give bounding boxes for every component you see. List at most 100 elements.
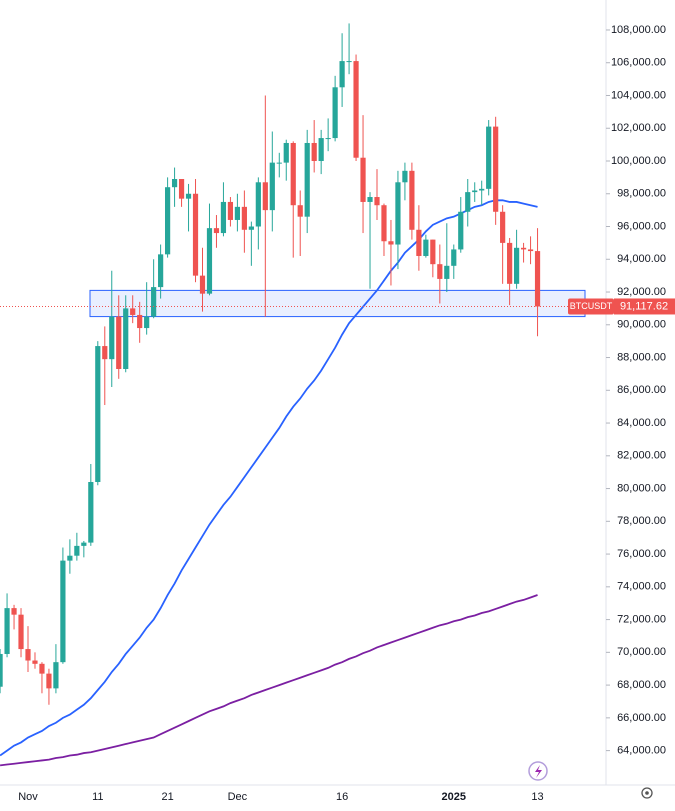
candle-body <box>451 249 457 266</box>
y-tick-label: 64,000.00 <box>617 745 666 757</box>
candle-body <box>534 251 541 307</box>
candle-body <box>18 614 24 650</box>
candle-body <box>74 545 80 556</box>
settings-icon[interactable] <box>641 787 653 799</box>
candle-body <box>500 211 506 243</box>
candle-body <box>297 205 303 217</box>
candle-body <box>4 608 10 654</box>
candle-body <box>346 61 352 63</box>
candle-body <box>520 247 527 250</box>
candle-body <box>479 188 485 191</box>
candle-body <box>102 346 108 360</box>
candle-body <box>458 211 464 250</box>
y-tick-label: 80,000.00 <box>617 482 666 494</box>
y-tick-label: 88,000.00 <box>617 351 666 363</box>
x-tick-label: 11 <box>92 791 103 803</box>
candle-body <box>318 138 324 161</box>
candle-body <box>388 241 394 245</box>
candle-body <box>416 229 422 256</box>
y-tick-label: 68,000.00 <box>617 679 666 691</box>
candle-body <box>0 653 3 687</box>
candle-body <box>165 187 171 255</box>
y-tick-label: 106,000.00 <box>611 57 666 69</box>
y-tick-label: 82,000.00 <box>617 450 666 462</box>
candle-body <box>486 126 492 189</box>
last-price-label: 91,117.62 <box>620 300 668 312</box>
candle-body <box>507 242 513 284</box>
candle-body <box>46 673 52 689</box>
y-tick-label: 92,000.00 <box>617 286 666 298</box>
symbol-tag <box>568 298 614 315</box>
x-tick-label: 16 <box>336 791 348 803</box>
candle-body <box>95 346 101 483</box>
y-tick-label: 108,000.00 <box>611 24 666 36</box>
moving-average-line <box>0 199 538 757</box>
x-tick-label: 13 <box>531 791 543 803</box>
y-tick-label: 98,000.00 <box>617 188 666 200</box>
candle-body <box>402 170 408 183</box>
x-tick-label: 21 <box>161 791 173 803</box>
candle-body <box>444 265 450 279</box>
y-tick-label: 72,000.00 <box>617 613 666 625</box>
candle-body <box>311 142 317 161</box>
candle-body <box>409 170 415 230</box>
candle-body <box>283 142 289 163</box>
candle-body <box>67 555 73 561</box>
candle-body <box>116 316 122 369</box>
candle-body <box>269 162 275 211</box>
candle-body <box>395 182 401 245</box>
candle-body <box>53 662 59 689</box>
candle-body <box>11 608 17 615</box>
candle-body <box>304 142 310 217</box>
candle-body <box>465 192 471 212</box>
candle-body <box>234 206 240 220</box>
candle-body <box>262 182 268 211</box>
symbol-label: BTCUSDT <box>570 301 613 311</box>
moving-average-line <box>0 594 538 767</box>
y-tick-label: 76,000.00 <box>617 548 666 560</box>
candle-body <box>171 179 178 188</box>
y-tick-label: 70,000.00 <box>617 646 666 658</box>
candle-body <box>123 308 129 369</box>
candle-body <box>206 228 213 294</box>
candle-body <box>39 663 45 674</box>
candle-body <box>423 239 429 256</box>
candle-body <box>60 560 66 663</box>
y-tick-label: 102,000.00 <box>611 122 666 134</box>
candle-body <box>276 162 282 164</box>
candle-body <box>158 254 164 288</box>
x-tick-label: 2025 <box>442 791 466 803</box>
y-tick-label: 90,000.00 <box>617 319 666 331</box>
replay-icon[interactable] <box>528 761 548 781</box>
x-tick-label: Nov <box>18 791 38 803</box>
y-tick-label: 84,000.00 <box>617 417 666 429</box>
candle-body <box>493 126 499 212</box>
y-tick-label: 94,000.00 <box>617 253 666 265</box>
candle-body <box>514 247 520 284</box>
candle-body <box>367 197 373 202</box>
x-tick-label: Dec <box>228 791 248 803</box>
candle-body <box>137 314 143 329</box>
y-tick-label: 78,000.00 <box>617 515 666 527</box>
candle-body <box>437 264 443 279</box>
candle-body <box>178 179 185 199</box>
y-tick-label: 86,000.00 <box>617 384 666 396</box>
candle-body <box>290 142 296 206</box>
y-tick-label: 96,000.00 <box>617 220 666 232</box>
candle-body <box>130 308 136 315</box>
candle-body <box>220 201 227 234</box>
candle-body <box>472 190 478 193</box>
candle-body <box>374 197 380 206</box>
support-zone <box>89 289 586 318</box>
y-tick-label: 74,000.00 <box>617 581 666 593</box>
candle-body <box>151 287 157 317</box>
candle-body <box>241 206 247 230</box>
candle-body <box>381 205 387 242</box>
candle-body <box>248 226 254 230</box>
candle-body <box>227 201 234 220</box>
candle-body <box>325 138 331 140</box>
last-price-tag <box>614 298 675 315</box>
candle-body <box>192 193 199 276</box>
candle-body <box>360 157 366 202</box>
